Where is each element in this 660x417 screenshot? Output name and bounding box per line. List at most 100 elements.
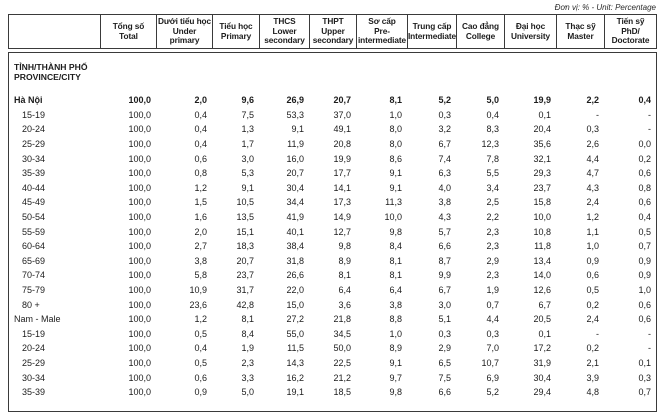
cell-value: 22,0	[286, 284, 304, 295]
cell-value: 0,8	[638, 182, 651, 193]
column-header: Thạc sỹ Master	[557, 14, 605, 49]
cell-value: 0,5	[194, 357, 207, 368]
column-header-en: College	[465, 30, 496, 41]
cell-value: 6,7	[438, 139, 451, 150]
cell-value: 100,0	[128, 270, 151, 281]
cell-value: 0,6	[638, 168, 651, 179]
cell-value: 0,2	[586, 343, 599, 354]
cell-value: 7,8	[486, 153, 499, 164]
column-header-vi: Tiểu học	[219, 20, 253, 31]
column-header: Đại học University	[505, 14, 557, 49]
column-header: Sơ cấp Pre-intermediate	[357, 14, 408, 49]
cell-value: 53,3	[286, 109, 304, 120]
cell-value: 9,8	[389, 226, 402, 237]
cell-value: 9,1	[389, 357, 402, 368]
cell-value: 11,9	[287, 139, 304, 150]
cell-value: 0,9	[194, 387, 207, 398]
cell-value: 35,6	[533, 139, 551, 150]
cell-value: -	[596, 328, 599, 339]
cell-value: 9,1	[291, 124, 304, 135]
cell-value: 0,4	[194, 124, 207, 135]
cell-value: 0,7	[486, 299, 499, 310]
cell-value: 26,6	[286, 270, 304, 281]
cell-value: 4,0	[438, 182, 451, 193]
row-label: Hà Nội	[14, 95, 43, 106]
column-header-vi: Tiến sỹ	[616, 15, 645, 26]
row-label: 20-24	[22, 343, 46, 354]
cell-value: 0,6	[194, 372, 207, 383]
cell-value: 16,2	[286, 372, 304, 383]
column-header-en: Master	[567, 30, 594, 41]
unit-note: Đơn vị: % - Unit: Percentage	[554, 3, 656, 12]
row-label: 40-44	[22, 182, 46, 193]
table-row: 30-34 100,0 0,6 3,0 16,0 19,9 8,6 7,4 7,…	[9, 151, 656, 166]
cell-value: 15,1	[236, 226, 254, 237]
cell-value: 0,3	[586, 124, 599, 135]
cell-value: 0,4	[486, 109, 499, 120]
cell-value: 100,0	[128, 182, 151, 193]
table-header-row: Tổng số Total Dưới tiểu học Under primar…	[8, 14, 657, 49]
cell-value: 21,2	[333, 372, 351, 383]
table-row: 35-39 100,0 0,9 5,0 19,1 18,5 9,8 6,6 5,…	[9, 385, 656, 400]
cell-value: 0,4	[638, 212, 651, 223]
cell-value: 6,4	[389, 284, 402, 295]
cell-value: 0,3	[438, 109, 451, 120]
table-row: 45-49 100,0 1,5 10,5 34,4 17,3 11,3 3,8 …	[9, 195, 656, 210]
cell-value: 1,2	[586, 212, 599, 223]
table-row: 25-29 100,0 0,5 2,3 14,3 22,5 9,1 6,5 10…	[9, 356, 656, 371]
cell-value: 8,4	[241, 328, 254, 339]
table-row: 20-24 100,0 0,4 1,9 11,5 50,0 8,9 2,9 7,…	[9, 341, 656, 356]
cell-value: 19,9	[333, 153, 351, 164]
cell-value: 0,9	[586, 255, 599, 266]
column-header: THCS Lower secondary	[260, 14, 310, 49]
cell-value: 10,0	[533, 212, 551, 223]
cell-value: 8,9	[389, 343, 402, 354]
cell-value: 1,9	[241, 343, 254, 354]
cell-value: 31,8	[286, 255, 304, 266]
cell-value: 0,3	[638, 372, 651, 383]
table-row: Nam - Male 100,0 1,2 8,1 27,2 21,8 8,8 5…	[9, 312, 656, 327]
cell-value: 17,3	[333, 197, 351, 208]
cell-value: 6,7	[438, 284, 451, 295]
column-header: Tiểu học Primary	[213, 14, 260, 49]
cell-value: 1,7	[241, 139, 254, 150]
cell-value: 6,4	[338, 284, 351, 295]
column-header-vi: Trung cấp	[412, 20, 452, 31]
table-row: 75-79 100,0 10,9 31,7 22,0 6,4 6,4 6,7 1…	[9, 283, 656, 298]
cell-value: 8,6	[389, 153, 402, 164]
column-header-vi: Thạc sỹ	[565, 20, 596, 31]
cell-value: 20,7	[286, 168, 304, 179]
cell-value: 5,0	[486, 95, 499, 106]
cell-value: 4,8	[586, 387, 599, 398]
cell-value: 0,9	[638, 255, 651, 266]
table-row: 15-19 100,0 0,4 7,5 53,3 37,0 1,0 0,3 0,…	[9, 108, 656, 123]
cell-value: 1,6	[194, 212, 207, 223]
cell-value: 20,4	[533, 124, 551, 135]
cell-value: 8,0	[389, 124, 402, 135]
cell-value: -	[596, 109, 599, 120]
cell-value: 2,5	[486, 197, 499, 208]
cell-value: 10,0	[384, 212, 402, 223]
cell-value: 100,0	[128, 299, 151, 310]
column-header-vi: THCS	[273, 15, 296, 26]
cell-value: 8,4	[389, 241, 402, 252]
cell-value: 7,4	[438, 153, 451, 164]
cell-value: 3,8	[438, 197, 451, 208]
cell-value: 49,1	[333, 124, 351, 135]
cell-value: 22,5	[333, 357, 351, 368]
column-header-vi: THPT	[322, 15, 344, 26]
cell-value: 42,8	[236, 299, 254, 310]
cell-value: 3,6	[338, 299, 351, 310]
cell-value: 50,0	[333, 343, 351, 354]
cell-value: 5,2	[438, 95, 451, 106]
row-label: 15-19	[22, 109, 46, 120]
cell-value: 2,2	[586, 95, 599, 106]
cell-value: 1,0	[638, 284, 651, 295]
table-row: 70-74 100,0 5,8 23,7 26,6 8,1 8,1 9,9 2,…	[9, 268, 656, 283]
column-header-vi: Tổng số	[112, 20, 145, 31]
cell-value: 0,6	[638, 314, 651, 325]
cell-value: 0,6	[194, 153, 207, 164]
cell-value: 3,8	[194, 255, 207, 266]
cell-value: 0,7	[638, 241, 651, 252]
cell-value: 8,3	[486, 124, 499, 135]
